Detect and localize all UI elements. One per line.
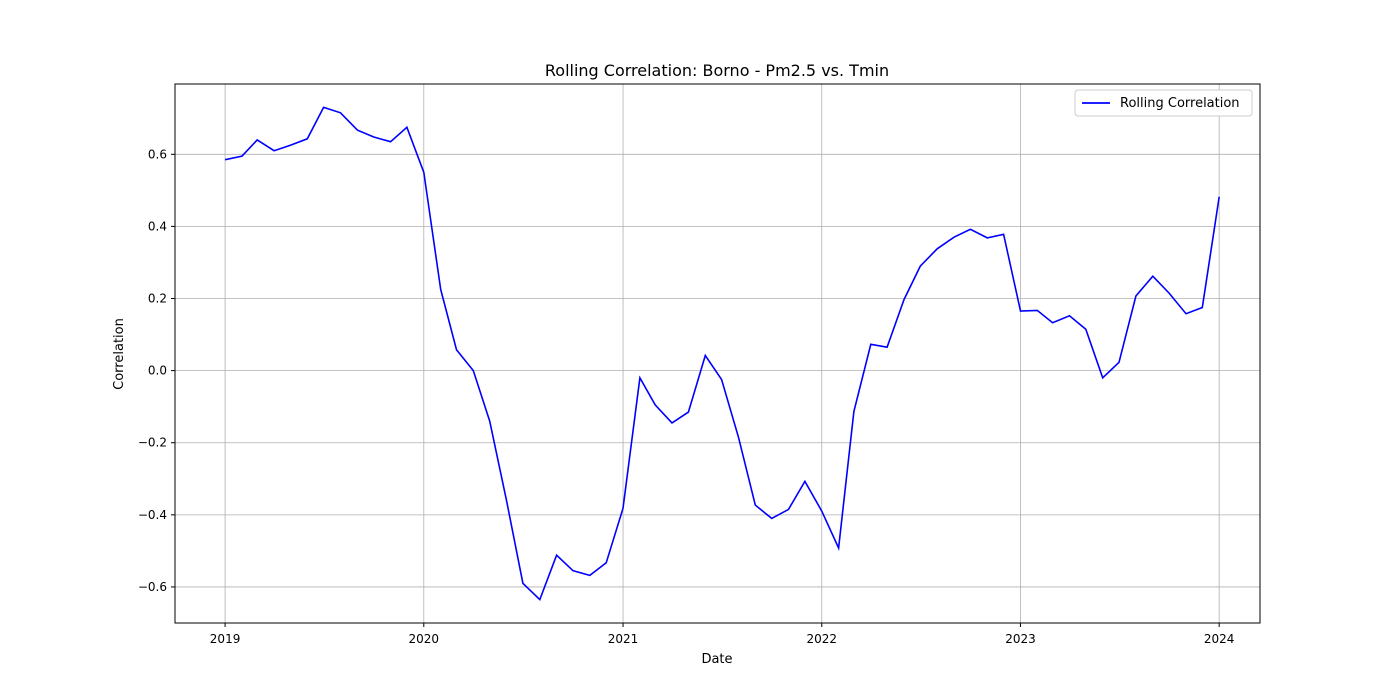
- plot-frame: [174, 83, 1261, 624]
- y-tick-label: 0.6: [148, 147, 167, 161]
- y-axis-label: Correlation: [112, 318, 127, 390]
- legend: Rolling Correlation: [1074, 89, 1253, 117]
- x-tick-label: 2019: [210, 632, 241, 646]
- x-tick-label: 2020: [409, 632, 440, 646]
- x-tick-label: 2023: [1005, 632, 1036, 646]
- series-line-rolling-correlation: [224, 106, 1220, 602]
- legend-label: Rolling Correlation: [1120, 96, 1240, 111]
- chart-title: Rolling Correlation: Borno - Pm2.5 vs. T…: [545, 61, 889, 80]
- x-tick-label: 2022: [806, 632, 837, 646]
- y-axis-ticks: −0.6 −0.4 −0.2 0.0 0.2 0.4 0.6: [138, 147, 175, 594]
- x-tick-label: 2021: [608, 632, 639, 646]
- legend-box: [1074, 89, 1253, 117]
- y-tick-label: 0.2: [148, 292, 167, 306]
- y-tick-label: 0.0: [148, 364, 167, 378]
- y-tick-label: 0.4: [148, 219, 167, 233]
- y-tick-label: −0.2: [138, 436, 167, 450]
- y-tick-label: −0.4: [138, 508, 167, 522]
- y-tick-label: −0.6: [138, 580, 167, 594]
- x-tick-label: 2024: [1204, 632, 1235, 646]
- grid-lines: [175, 84, 1260, 623]
- x-axis-label: Date: [701, 652, 732, 667]
- x-axis-ticks: 2019 2020 2021 2022 2023 2024: [210, 623, 1235, 646]
